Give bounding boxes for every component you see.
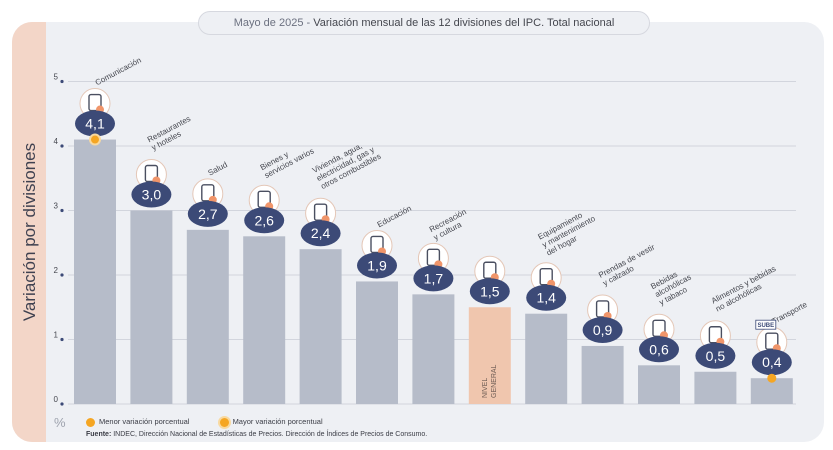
y-tick-dot [60,337,64,342]
bar [638,365,680,404]
y-tick-label: 0 [54,395,59,404]
sube-card-label: SUBE [757,323,774,329]
value-label: 1,4 [536,290,556,306]
y-unit-label: % [54,415,66,430]
y-tick-dot [60,402,64,406]
value-label: 2,6 [254,212,274,228]
bar [243,236,286,404]
legend-max: Mayor variación porcentual [219,417,323,427]
value-label: 0,5 [706,348,726,364]
category-label: Educación [376,204,413,229]
max-marker [91,135,99,144]
value-badge [244,207,285,234]
y-tick-dot [60,208,64,213]
chart-title: Mayo de 2025 - Variación mensual de las … [198,11,650,35]
value-badge [639,336,679,363]
title-date: Mayo de 2025 - [233,17,314,29]
value-label: 1,9 [367,257,387,273]
value-badge [751,349,792,376]
category-label-line: Educación [376,204,413,229]
value-badge [357,252,397,279]
value-badge [582,316,623,343]
y-axis-strip [12,22,46,442]
value-badge [413,265,454,292]
value-label: 2,7 [198,206,218,222]
category-label-line: Transporte [771,300,810,326]
bar [412,294,455,404]
value-badge [526,284,567,311]
y-tick-label: 3 [54,202,59,211]
legend: Menor variación porcentual Mayor variaci… [86,417,351,427]
bar [694,371,737,404]
general-level-label: NIVEL GENERAL [482,364,498,398]
book-icon-glyph [370,235,384,254]
value-label: 0,9 [593,322,613,338]
value-badge [469,278,510,305]
value-label: 3,0 [142,187,162,203]
legend-max-dot [219,417,229,427]
min-marker [767,373,777,383]
value-label: 2,4 [311,225,331,241]
value-badge [300,220,341,247]
category-label-line: Salud [207,160,229,178]
y-tick-dot [60,273,64,277]
legend-min-dot [86,417,95,427]
y-tick-label: 1 [54,331,59,340]
legend-min: Menor variación porcentual [86,417,189,427]
bar [581,345,624,404]
y-tick-dot [60,79,64,84]
category-label: Vivienda, agua,electricidad, gas yotros … [311,141,383,191]
sube-card-icon [755,319,777,330]
category-label: Salud [207,160,229,178]
source-note: Fuente: INDEC, Dirección Nacional de Est… [86,431,427,438]
value-label: 0,4 [762,354,782,370]
bar [130,210,173,404]
bar [468,307,511,404]
category-label-line: Comunicación [94,56,143,88]
category-label: Comunicación [94,56,143,88]
y-tick-label: 4 [54,137,59,146]
bar [525,313,568,404]
value-label: 0,6 [649,341,669,357]
y-tick-label: 2 [54,266,59,275]
value-badge [131,181,172,208]
bar [74,139,116,405]
value-badge [75,110,115,137]
source-prefix: Fuente: [86,431,112,438]
bar [299,249,342,404]
category-label: Transporte [771,300,810,326]
bar-category-label: GENERAL [491,364,498,398]
y-tick-dot [60,144,64,148]
bar [356,281,398,404]
bar [186,229,229,404]
y-tick-label: 5 [54,73,59,82]
source-text: INDEC, Dirección Nacional de Estadística… [111,431,428,438]
title-text: Variación mensual de las 12 divisiones d… [313,17,615,29]
value-label: 1,5 [480,283,500,299]
value-label: 1,7 [424,270,444,286]
legend-min-label: Menor variación porcentual [99,417,190,427]
value-badge [187,200,228,227]
legend-max-label: Mayor variación porcentual [232,417,323,427]
value-label: 4,1 [85,116,105,132]
value-badge [695,342,736,369]
bar-category-label: NIVEL [482,378,489,398]
